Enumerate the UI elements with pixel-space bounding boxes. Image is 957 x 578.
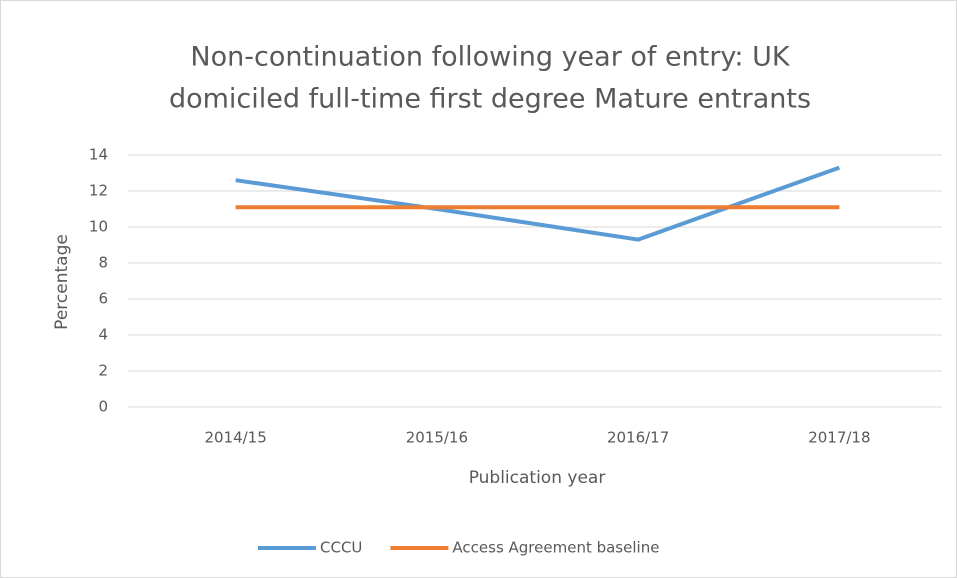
chart-title: Non-continuation following year of entry… [190,42,790,73]
y-tick-label: 2 [98,362,108,380]
y-tick-label: 6 [98,290,108,308]
y-tick-label: 0 [98,398,108,416]
x-tick-label: 2016/17 [607,429,669,447]
y-axis-label: Percentage [52,234,72,330]
legend-label: CCCU [320,539,362,557]
x-tick-label: 2015/16 [406,429,468,447]
y-tick-label: 12 [89,182,108,200]
y-tick-label: 14 [89,146,108,164]
x-tick-label: 2014/15 [204,429,266,447]
x-tick-label: 2017/18 [808,429,870,447]
y-tick-label: 8 [98,254,108,272]
y-tick-label: 10 [89,218,108,236]
line-series [235,165,841,242]
legend-label: Access Agreement baseline [452,539,659,557]
y-tick-label: 4 [98,326,108,344]
chart-title: domiciled full-time first degree Mature … [169,84,811,115]
x-axis-label: Publication year [469,468,606,488]
